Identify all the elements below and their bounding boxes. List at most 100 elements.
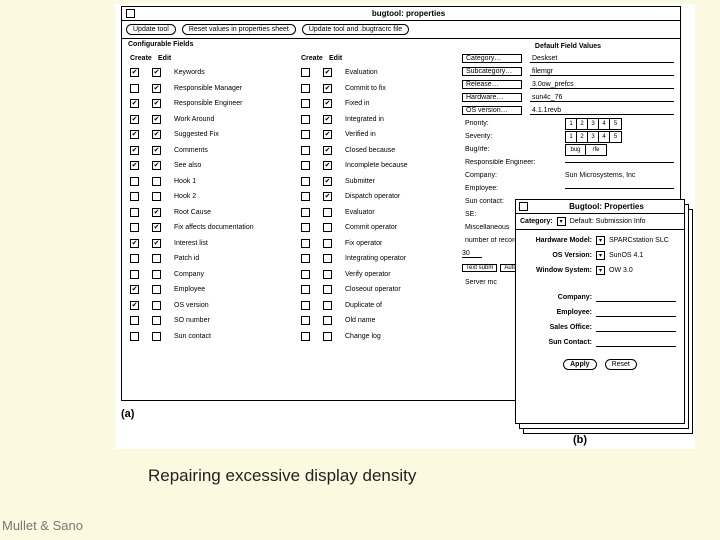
bug-cell[interactable]: bug [566, 145, 586, 155]
create-checkbox[interactable] [301, 99, 310, 108]
text-field-input[interactable] [596, 293, 676, 302]
priority-cell[interactable]: 5 [610, 119, 621, 129]
employee-value[interactable] [565, 188, 674, 189]
window-menu-icon[interactable] [126, 9, 135, 18]
edit-checkbox[interactable] [152, 115, 161, 124]
create-checkbox[interactable] [130, 68, 139, 77]
create-checkbox[interactable] [301, 301, 310, 310]
text-field-input[interactable] [596, 308, 676, 317]
create-checkbox[interactable] [130, 192, 139, 201]
kv-value[interactable]: 3.0ow_prefcs [530, 81, 674, 89]
edit-checkbox[interactable] [323, 115, 332, 124]
edit-checkbox[interactable] [323, 316, 332, 325]
bugrfe-grid[interactable]: bug rfe [565, 144, 607, 156]
severity-cell[interactable]: 1 [566, 132, 577, 142]
edit-checkbox[interactable] [152, 223, 161, 232]
create-checkbox[interactable] [130, 115, 139, 124]
create-checkbox[interactable] [301, 177, 310, 186]
kv-key-button[interactable]: Category… [462, 54, 522, 63]
create-checkbox[interactable] [301, 332, 310, 341]
edit-checkbox[interactable] [323, 254, 332, 263]
edit-checkbox[interactable] [323, 270, 332, 279]
edit-checkbox[interactable] [323, 301, 332, 310]
edit-checkbox[interactable] [152, 270, 161, 279]
edit-checkbox[interactable] [323, 208, 332, 217]
edit-checkbox[interactable] [323, 99, 332, 108]
edit-checkbox[interactable] [152, 84, 161, 93]
text-field-input[interactable] [596, 323, 676, 332]
edit-checkbox[interactable] [323, 161, 332, 170]
reset-values-button[interactable]: Reset values in properties sheet [182, 24, 296, 35]
update-rc-button[interactable]: Update tool and .bugtracrc file [302, 24, 409, 35]
create-checkbox[interactable] [130, 254, 139, 263]
kv-key-button[interactable]: Hardware… [462, 93, 522, 102]
edit-checkbox[interactable] [152, 208, 161, 217]
edit-checkbox[interactable] [323, 68, 332, 77]
edit-checkbox[interactable] [152, 68, 161, 77]
create-checkbox[interactable] [301, 161, 310, 170]
create-checkbox[interactable] [130, 146, 139, 155]
rfe-cell[interactable]: rfe [586, 145, 606, 155]
edit-checkbox[interactable] [152, 316, 161, 325]
edit-checkbox[interactable] [323, 223, 332, 232]
edit-checkbox[interactable] [152, 161, 161, 170]
severity-cell[interactable]: 5 [610, 132, 621, 142]
mini-button[interactable]: Text subm [462, 264, 497, 272]
kv-key-button[interactable]: Subcategory… [462, 67, 522, 76]
create-checkbox[interactable] [301, 130, 310, 139]
edit-checkbox[interactable] [323, 177, 332, 186]
create-checkbox[interactable] [130, 161, 139, 170]
create-checkbox[interactable] [130, 84, 139, 93]
edit-checkbox[interactable] [323, 192, 332, 201]
create-checkbox[interactable] [130, 208, 139, 217]
kv-value[interactable]: sun4c_76 [530, 94, 674, 102]
dropdown-icon[interactable]: ▾ [596, 236, 605, 245]
create-checkbox[interactable] [301, 192, 310, 201]
create-checkbox[interactable] [130, 316, 139, 325]
edit-checkbox[interactable] [152, 192, 161, 201]
dropdown-icon[interactable]: ▾ [596, 266, 605, 275]
create-checkbox[interactable] [301, 68, 310, 77]
create-checkbox[interactable] [130, 285, 139, 294]
create-checkbox[interactable] [301, 84, 310, 93]
edit-checkbox[interactable] [152, 285, 161, 294]
create-checkbox[interactable] [301, 208, 310, 217]
priority-cell[interactable]: 4 [599, 119, 610, 129]
edit-checkbox[interactable] [152, 332, 161, 341]
severity-grid[interactable]: 12345 [565, 131, 622, 143]
edit-checkbox[interactable] [152, 99, 161, 108]
numrec-value[interactable]: 30 [462, 250, 482, 258]
resp-eng-value[interactable] [565, 162, 674, 163]
edit-checkbox[interactable] [323, 84, 332, 93]
priority-grid[interactable]: 12345 [565, 118, 622, 130]
window-menu-icon[interactable] [519, 202, 528, 211]
create-checkbox[interactable] [301, 285, 310, 294]
edit-checkbox[interactable] [152, 239, 161, 248]
create-checkbox[interactable] [301, 115, 310, 124]
create-checkbox[interactable] [130, 239, 139, 248]
priority-cell[interactable]: 3 [588, 119, 599, 129]
edit-checkbox[interactable] [152, 301, 161, 310]
create-checkbox[interactable] [301, 239, 310, 248]
kv-key-button[interactable]: Release… [462, 80, 522, 89]
create-checkbox[interactable] [301, 223, 310, 232]
create-checkbox[interactable] [130, 270, 139, 279]
create-checkbox[interactable] [130, 332, 139, 341]
create-checkbox[interactable] [130, 301, 139, 310]
create-checkbox[interactable] [301, 146, 310, 155]
edit-checkbox[interactable] [152, 130, 161, 139]
priority-cell[interactable]: 2 [577, 119, 588, 129]
create-checkbox[interactable] [130, 223, 139, 232]
create-checkbox[interactable] [301, 254, 310, 263]
kv-value[interactable]: 4.1.1revb [530, 107, 674, 115]
edit-checkbox[interactable] [323, 130, 332, 139]
reset-button[interactable]: Reset [605, 359, 637, 370]
edit-checkbox[interactable] [323, 146, 332, 155]
kv-value[interactable]: Deskset [530, 55, 674, 63]
create-checkbox[interactable] [130, 177, 139, 186]
kv-value[interactable]: filemgr [530, 68, 674, 76]
edit-checkbox[interactable] [152, 177, 161, 186]
severity-cell[interactable]: 2 [577, 132, 588, 142]
create-checkbox[interactable] [130, 130, 139, 139]
kv-key-button[interactable]: OS version… [462, 106, 522, 115]
